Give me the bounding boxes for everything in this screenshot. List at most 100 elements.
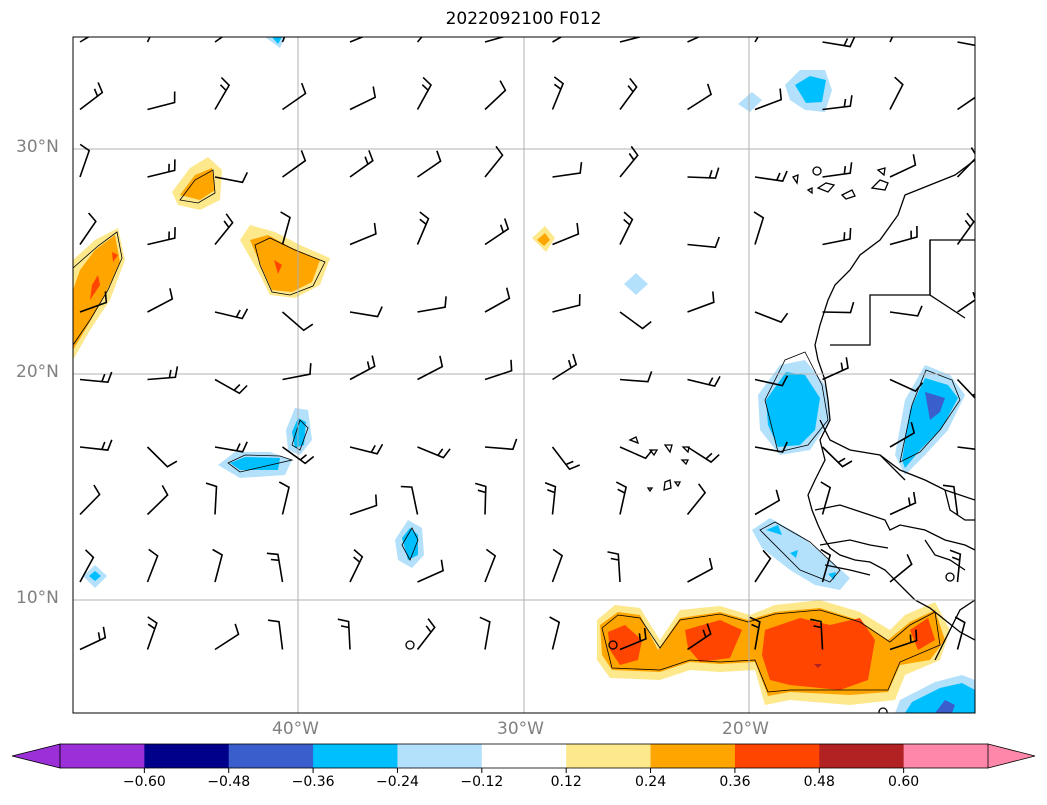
coastline [807,159,975,661]
wind-barb [417,559,444,583]
map-frame [72,36,976,714]
wind-barb [214,308,249,320]
wind-barb [754,170,788,182]
wind-barb [619,446,654,460]
wind-barb [889,225,918,246]
wind-barb [956,147,975,178]
wind-barb [619,211,634,245]
wind-barb [416,76,432,110]
wind-barb [214,378,248,395]
wind-barb [79,37,90,43]
wind-barb [957,291,975,313]
wind-barb [754,88,783,111]
wind-barb [79,439,113,451]
lat-label-20n: 20°N [16,362,59,382]
wind-barb [619,37,643,43]
lon-label-30w: 30°W [497,719,544,739]
wind-barb [810,618,824,650]
wind-barb [749,616,761,650]
wind-barb [484,287,511,313]
wind-barb [552,222,580,246]
wind-barb [552,37,563,43]
colorbar-tick-label: −0.36 [291,774,335,790]
wind-barb [214,441,248,453]
wind-barb [146,446,178,468]
wind-barb [147,288,174,313]
wind-barb [687,623,712,651]
wind-barb [79,626,107,651]
colorbar-tick-label: −0.48 [207,774,251,790]
wind-barb [687,83,713,111]
wind-barb [754,375,789,387]
wind-barb [79,549,95,583]
wind-barb [349,37,365,43]
colorbar-tick-label: −0.24 [376,774,419,790]
wind-barb [822,162,853,178]
wind-barb [214,623,240,651]
wind-barb [889,421,916,448]
wind-barb [687,557,714,583]
wind-barb [147,91,176,111]
wind-barb [278,481,290,515]
colorbar-segment [566,744,652,768]
wind-barb [687,291,715,313]
colorbar-tick-label: −0.12 [460,774,504,790]
wind-barb [552,162,583,178]
wind-barb [349,306,383,318]
wind-barb [417,150,442,178]
wind-barb [686,483,707,516]
wind-barb [754,441,788,453]
wind-barb [822,37,856,48]
wind-barb [607,551,621,583]
wind-barb [214,213,234,246]
wind-barb [822,95,853,111]
wind-barb [821,446,853,468]
contour-lines [73,169,961,693]
wind-barb [889,154,917,178]
wind-barb [484,218,510,246]
wind-barb [615,481,628,515]
wind-barb [957,446,975,450]
wind-barb [282,150,307,178]
colorbar-segment [650,744,736,768]
wind-barb [484,359,513,381]
wind-barb [957,96,975,111]
colorbar [11,743,1036,773]
wind-barb [147,227,176,246]
colorbar-tick-label: 0.24 [634,774,667,790]
wind-barb [484,80,507,111]
lon-label-40w: 40°W [272,719,319,739]
colorbar-segment [481,744,567,768]
wind-barb [266,552,284,583]
wind-barb [349,494,378,516]
wind-barb [484,37,506,43]
wind-barb [79,371,113,384]
wind-barb [280,211,291,245]
wind-barb [147,366,179,381]
colorbar-segment [903,744,989,768]
wind-barb [754,489,781,516]
wind-barb [281,311,314,332]
wind-barb [79,212,97,245]
wind-barbs [79,37,975,651]
wind-barb [544,481,557,515]
wind-barb [416,618,436,650]
wind-barb [146,616,158,650]
wind-barb [349,443,384,455]
colorbar-segment [313,744,398,768]
wind-barb [282,363,312,381]
wind-barb [687,446,720,464]
lon-label-20w: 20°W [722,719,769,739]
wind-barb [954,616,966,650]
wind-barb [146,485,169,516]
wind-barb [889,305,923,317]
colorbar-segment [819,744,905,768]
wind-barb [282,446,315,465]
wind-barb [147,159,176,178]
wind-barb [282,82,307,111]
wind-barb [754,311,789,324]
wind-barb [416,211,430,245]
wind-barb [956,378,975,400]
wind-barb [79,291,108,313]
